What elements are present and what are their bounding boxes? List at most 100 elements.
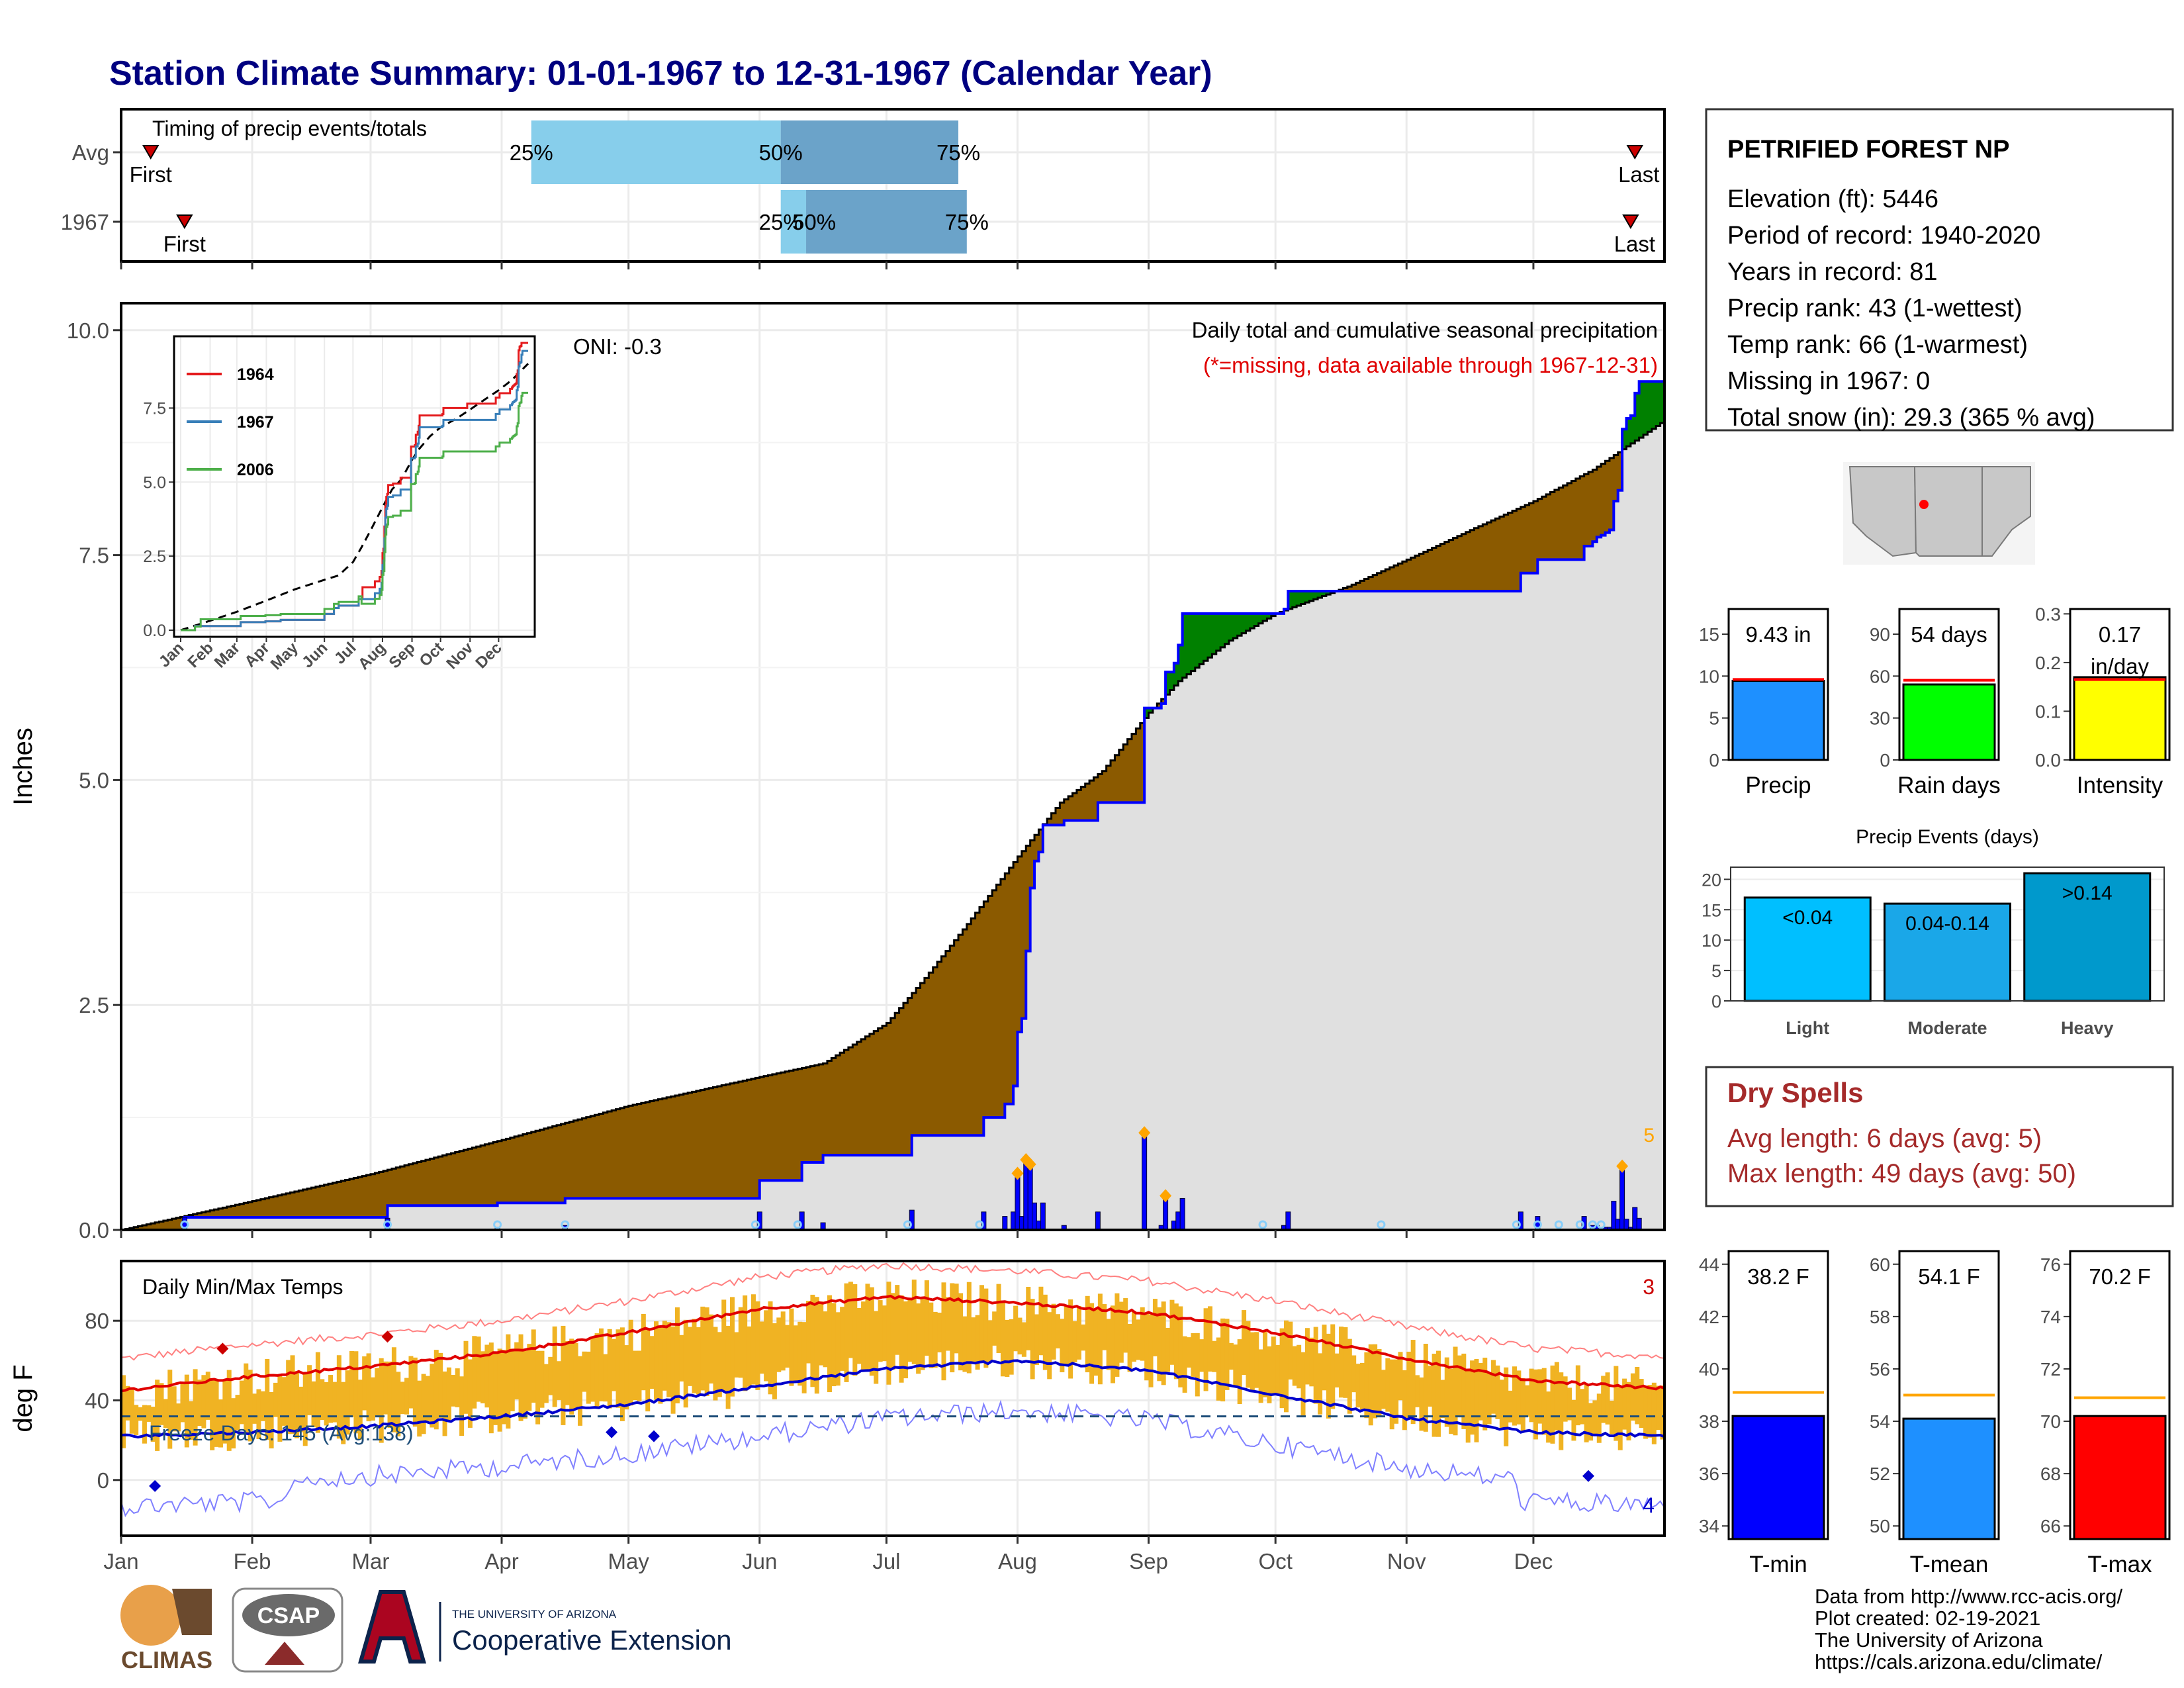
daily-temp-bar [336,1355,341,1439]
precip-avg-cumulative-line [121,422,1664,1231]
daily-temp-bar [764,1310,769,1382]
daily-temp-bar [1440,1380,1445,1419]
events-category-label: Heavy [2061,1018,2114,1038]
daily-temp-bar [1334,1353,1340,1387]
daily-temp-bar [992,1311,997,1346]
daily-temp-bar [210,1380,215,1450]
daily-temp-bar [615,1329,621,1408]
daily-temp-bar [658,1326,663,1404]
timing-pct-label: 25% [510,140,553,165]
daily-temp-bar [899,1295,904,1383]
csap-logo-text: CSAP [257,1603,320,1628]
precip-y-label: Inches [9,727,38,806]
daily-temp-bar [861,1301,866,1371]
daily-temp-bar [1279,1328,1285,1409]
tbar-y-tick-label: 42 [1699,1307,1719,1327]
light-event-marker [493,1220,502,1229]
daily-temp-bar [1656,1385,1661,1430]
daily-temp-bar [916,1303,921,1374]
daily-temp-bar [1005,1319,1010,1378]
tbar-frame [2069,1250,2171,1540]
daily-temp-bar [438,1352,443,1418]
daily-temp-bar [1529,1368,1534,1423]
daily-temp-bar [1495,1365,1500,1419]
stat-bar-frame [1898,608,2000,761]
tbar-y-tick-label: 40 [1699,1359,1719,1380]
daily-temp-bar [1288,1321,1293,1380]
daily-temp-bar [1617,1387,1623,1450]
csap-logo-mountain [265,1642,304,1665]
avg-tmax-line [120,1294,1665,1393]
daily-temp-bar [121,1375,126,1448]
station-info-box: PETRIFIED FOREST NP Elevation (ft): 5446 P… [1705,108,2174,432]
daily-temp-bar [1212,1340,1217,1372]
light-event-marker [1554,1220,1563,1229]
daily-temp-bar [324,1382,329,1426]
daily-precip-bar [1285,1211,1291,1231]
station-line: Temp rank: 66 (1-warmest) [1727,331,2028,359]
month-tick-label: Feb [234,1549,271,1573]
daily-precip-bar [1040,1202,1046,1231]
light-event-marker [793,1220,802,1229]
daily-temp-bar [1051,1303,1056,1360]
daily-temp-bar [320,1379,325,1421]
daily-temp-bar [552,1326,557,1407]
dry-spells-title: Dry Spells [1727,1077,1863,1108]
daily-temp-bar [1381,1370,1386,1409]
dry-frame [1705,1066,2174,1207]
record-low-line [120,1399,1665,1517]
precip-note: Daily total and cumulative seasonal prec… [1192,318,1658,342]
daily-temp-bar [1398,1352,1403,1401]
daily-temp-bar [252,1393,257,1424]
daily-temp-bar [801,1322,807,1393]
daily-temp-bar [565,1341,570,1405]
daily-temp-bar [480,1351,486,1403]
daily-temp-bar [1639,1379,1644,1429]
daily-temp-bar [426,1376,430,1421]
daily-temp-bar [612,1338,617,1391]
stat-y-tick-label: 90 [1870,624,1890,645]
daily-temp-bar [1021,1322,1026,1357]
daily-temp-bar [1525,1385,1530,1417]
daily-temp-bar [1136,1319,1141,1360]
daily-temp-bar [852,1284,858,1376]
daily-temp-bar [1013,1305,1019,1352]
events-category-label: Light [1786,1018,1829,1038]
month-tick-label: May [608,1549,650,1573]
footer: Data from http://www.rcc-acis.org/Plot c… [120,1585,2123,1673]
oni-label: ONI: -0.3 [573,334,662,359]
daily-temp-bar [1508,1390,1513,1423]
location-map [1843,462,2035,565]
tbar-y-tick-label: 54 [1870,1411,1890,1432]
tbar-y-tick-label: 66 [2040,1516,2061,1536]
daily-temp-bar [1304,1328,1310,1385]
stat-bar-Intensity [2073,676,2167,761]
daily-temp-bar [793,1325,798,1382]
daily-temp-bar [1660,1385,1665,1440]
tbar-y-tick-label: 76 [2040,1254,2061,1275]
tbar-y-tick-label: 74 [2040,1307,2061,1327]
light-event-marker [1596,1220,1606,1229]
daily-temp-bar [235,1395,240,1430]
daily-temp-bar [1047,1312,1052,1380]
tbar-label: T-max [2087,1552,2152,1577]
tbar-y-tick-label: 72 [2040,1359,2061,1380]
tbar-frame [1898,1250,2000,1540]
daily-temp-bar [159,1383,164,1425]
daily-temp-bar [370,1377,375,1421]
tbar-y-tick-label: 50 [1870,1516,1890,1536]
daily-temp-bar [180,1383,185,1423]
daily-temp-bar [1152,1299,1158,1356]
precip-below-avg-fill [125,452,1623,1230]
tbar-value-label: 38.2 F [1747,1264,1809,1289]
daily-temp-bar [1144,1313,1150,1381]
daily-temp-bar [823,1311,828,1368]
daily-temp-bar [1614,1366,1619,1441]
stat-bar-value-unit: in/day [2091,654,2150,679]
daily-temp-bar [353,1351,359,1434]
daily-temp-bar [341,1382,346,1444]
daily-temp-bar [1115,1293,1120,1377]
precip-y-tick-label: 5.0 [79,768,109,792]
daily-temp-bar [404,1378,410,1415]
